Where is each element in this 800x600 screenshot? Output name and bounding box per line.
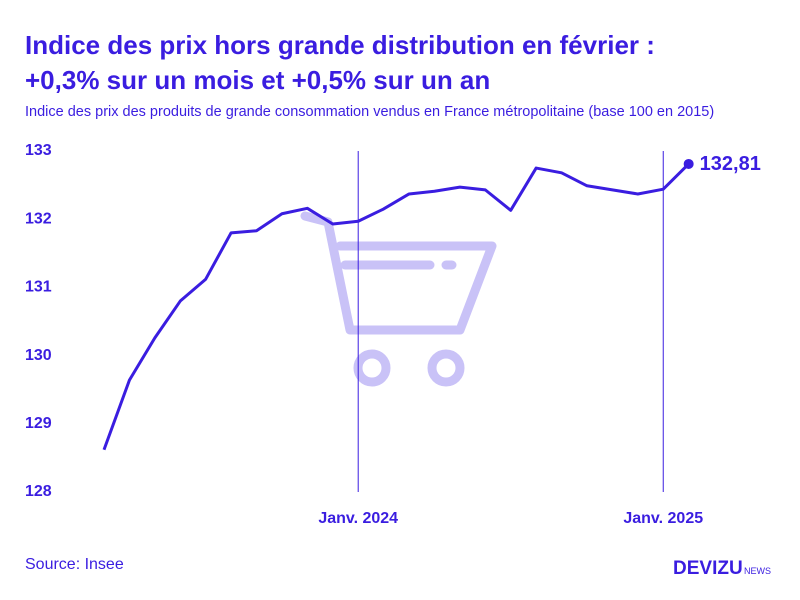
y-tick-label: 129 — [25, 415, 52, 432]
chart-title: +0,3% sur un mois et +0,5% sur un an — [25, 65, 490, 95]
source: Source: Insee — [25, 556, 124, 573]
y-tick-label: 130 — [25, 347, 52, 364]
chart-title: Indice des prix hors grande distribution… — [25, 30, 655, 60]
cart-icon — [300, 211, 497, 387]
x-tick-label: Janv. 2025 — [623, 510, 703, 527]
brand-suffix: NEWS — [744, 566, 771, 576]
cart-body — [300, 211, 497, 335]
cart-wheel — [353, 349, 391, 387]
cart-wheel — [427, 349, 465, 387]
brand: DEVIZU — [673, 558, 743, 579]
line — [102, 162, 690, 451]
y-tick-label: 128 — [25, 483, 52, 500]
point — [683, 158, 694, 169]
value-label: 132,81 — [700, 153, 761, 175]
y-tick-label: 133 — [25, 142, 52, 159]
chart-subtitle: Indice des prix des produits de grande c… — [25, 104, 714, 120]
y-tick-label: 131 — [25, 279, 52, 296]
x-tick-label: Janv. 2024 — [318, 510, 398, 527]
y-tick-label: 132 — [25, 210, 52, 227]
